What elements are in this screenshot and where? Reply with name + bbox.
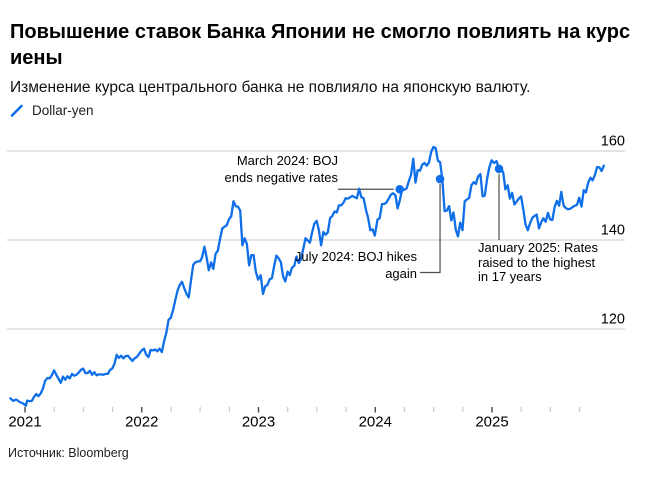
svg-text:2025: 2025 — [475, 414, 508, 431]
annotation-july-2024: July 2024: BOJ hikes again — [295, 249, 417, 282]
line-series-icon — [10, 104, 23, 117]
svg-text:140: 140 — [601, 223, 625, 239]
legend-label: Dollar-yen — [32, 103, 94, 118]
svg-text:2022: 2022 — [125, 414, 158, 431]
svg-text:120: 120 — [601, 312, 625, 328]
annotation-line: raised to the highest — [478, 254, 596, 270]
annotation-line: January 2025: Rates — [478, 240, 598, 255]
annotation-january-2025: January 2025: Rates raised to the highes… — [478, 240, 598, 285]
annotation-march-2024: March 2024: BOJ ends negative rates — [225, 153, 338, 186]
source-note: Источник: Bloomberg — [8, 446, 129, 460]
annotation-line: March 2024: BOJ — [236, 153, 338, 168]
annotation-line: in 17 years — [478, 269, 542, 284]
annotation-line: July 2024: BOJ hikes — [294, 249, 417, 264]
svg-text:2024: 2024 — [359, 414, 392, 431]
svg-text:2021: 2021 — [8, 414, 41, 431]
svg-text:2023: 2023 — [242, 414, 275, 431]
title-line-2: иены — [10, 47, 63, 69]
page-title: Повышение ставок Банка Японии не смогло … — [10, 19, 638, 71]
svg-text:160: 160 — [601, 134, 625, 150]
legend: Dollar-yen — [10, 103, 94, 118]
annotation-line: ends negative rates — [224, 169, 338, 185]
annotation-line: again — [385, 265, 417, 281]
chart-subtitle: Изменение курса центрального банка не по… — [10, 79, 531, 96]
title-line-1: Повышение ставок Банка Японии не смогло … — [10, 21, 631, 43]
